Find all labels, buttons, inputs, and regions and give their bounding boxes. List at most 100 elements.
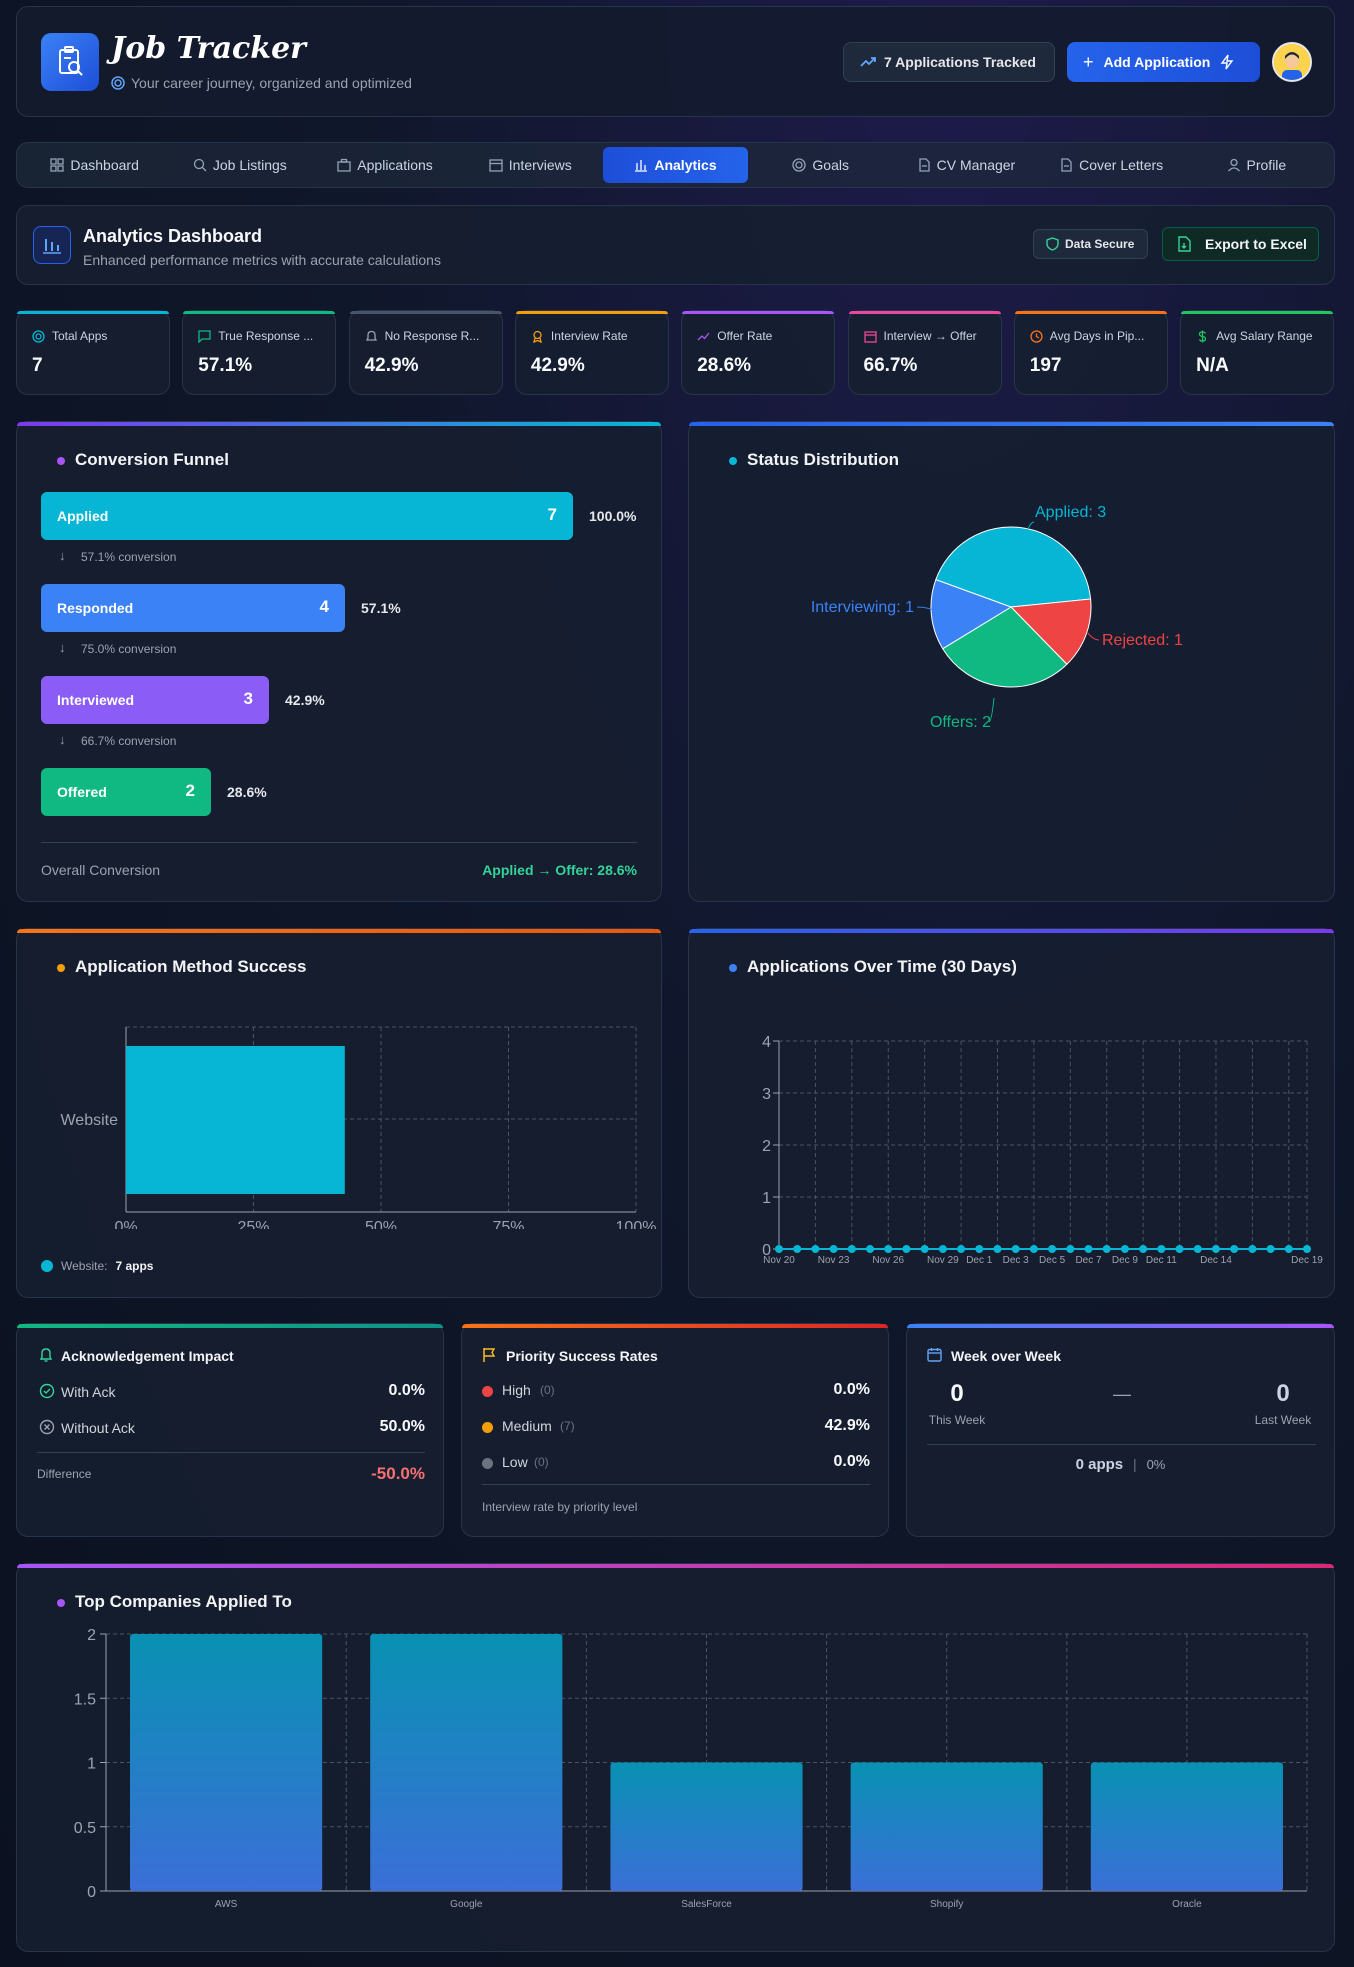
data-point[interactable] [1048,1245,1057,1253]
tracked-badge: 7 Applications Tracked [843,42,1055,82]
x-tick-label: Dec 5 [1039,1255,1066,1266]
shield-icon [1046,237,1059,251]
target-icon [792,158,807,172]
without-ack-value: 50.0% [379,1418,425,1435]
pie-slice[interactable] [935,526,1092,608]
check-circle-icon [39,1383,55,1399]
x-tick-label: Dec 1 [966,1255,993,1266]
data-point[interactable] [1248,1245,1257,1253]
arrow-down-icon: ↓ [59,548,66,563]
stat-label: Interview Rate [550,329,628,343]
x-tick-label: Dec 14 [1200,1255,1232,1266]
data-point[interactable] [993,1245,1002,1253]
nav-tab-cover-letters[interactable]: Cover Letters [1039,147,1184,183]
x-tick-label: 0% [114,1219,137,1229]
x-tick-label: Dec 11 [1146,1255,1177,1266]
data-point[interactable] [1066,1245,1075,1253]
pie-slice[interactable] [1009,598,1092,665]
data-point[interactable] [1084,1245,1093,1253]
data-point[interactable] [938,1245,947,1253]
x-tick-label: 25% [237,1219,269,1229]
method-legend: Website: 7 apps [41,1259,153,1273]
bar-chart-icon [43,239,61,254]
priority-value: 42.9% [824,1417,870,1434]
stat-label: Avg Salary Range [1216,329,1313,343]
data-point[interactable] [847,1245,856,1253]
data-point[interactable] [902,1245,911,1253]
data-point[interactable] [975,1245,984,1253]
data-point[interactable] [1211,1245,1220,1253]
nav-tab-cv-manager[interactable]: CV Manager [893,147,1038,183]
data-point[interactable] [1284,1245,1293,1253]
flag-icon [483,1348,496,1362]
data-point[interactable] [1175,1245,1184,1253]
company-bar[interactable] [130,1634,323,1891]
company-bar[interactable] [610,1762,803,1892]
funnel-conversion: 66.7% conversion [81,734,177,748]
data-point[interactable] [866,1245,875,1253]
calendar-icon [489,159,503,172]
search-icon [193,158,207,172]
x-category-label: Oracle [1172,1899,1202,1910]
stat-value: 66.7% [863,355,918,376]
data-point[interactable] [793,1245,802,1253]
data-point[interactable] [1157,1245,1166,1253]
data-point[interactable] [1139,1245,1148,1253]
pie-slice[interactable] [930,578,1013,650]
tracked-label: 7 Applications Tracked [884,54,1036,70]
nav-tab-analytics[interactable]: Analytics [602,147,749,183]
time-title: Applications Over Time (30 Days) [729,957,1017,977]
x-tick-label: Nov 20 [763,1255,795,1266]
data-point[interactable] [884,1245,893,1253]
data-point[interactable] [920,1245,929,1253]
y-category-label: Website [60,1112,118,1129]
nav-tab-goals[interactable]: Goals [748,147,893,183]
data-point[interactable] [1029,1245,1038,1253]
funnel-stage-count: 4 [319,597,329,616]
nav-tab-job-listings[interactable]: Job Listings [167,147,312,183]
pie-slice[interactable] [942,606,1068,688]
nav-tab-profile[interactable]: Profile [1184,147,1329,183]
stat-value: 57.1% [198,355,253,376]
app-header: Job Tracker Your career journey, organiz… [16,6,1335,117]
method-legend-value: 7 apps [115,1259,154,1273]
data-point[interactable] [775,1245,783,1253]
msg-icon [198,330,211,343]
method-bar[interactable] [126,1046,345,1194]
week-summary: 0 apps | 0% [907,1456,1334,1473]
company-bar[interactable] [1090,1762,1283,1892]
bell-icon [39,1348,53,1362]
method-bar-chart: 0%25%50%75%100%WebsiteInterview Rate [60,1026,656,1229]
data-point[interactable] [1303,1245,1311,1253]
data-point[interactable] [957,1245,966,1253]
x-tick-label: Dec 19 [1291,1255,1323,1266]
data-point[interactable] [1011,1245,1020,1253]
data-point[interactable] [811,1245,820,1253]
data-point[interactable] [1102,1245,1111,1253]
without-ack-label: Without Ack [61,1420,135,1436]
company-bar[interactable] [850,1762,1043,1892]
user-icon [1227,158,1240,172]
data-point[interactable] [1193,1245,1202,1253]
nav-tab-applications[interactable]: Applications [312,147,457,183]
week-apps: 0 apps [1075,1456,1124,1473]
data-point[interactable] [1266,1245,1275,1253]
company-bar[interactable] [370,1634,563,1891]
priority-dot [482,1422,493,1433]
nav-tab-interviews[interactable]: Interviews [458,147,603,183]
data-secure-label: Data Secure [1065,237,1135,251]
nav-tab-label: Dashboard [70,157,139,173]
nav-tab-dashboard[interactable]: Dashboard [22,147,167,183]
data-point[interactable] [1120,1245,1129,1253]
data-point[interactable] [829,1245,838,1253]
data-point[interactable] [1230,1245,1239,1253]
add-application-label: Add Application [1103,54,1211,70]
priority-value: 0.0% [833,1381,870,1398]
y-tick-label: 0 [762,1242,771,1259]
add-application-button[interactable]: + Add Application [1067,42,1260,82]
y-tick-label: 0 [87,1884,96,1901]
pie-leader-line [988,697,995,723]
user-avatar[interactable] [1272,42,1312,82]
export-excel-button[interactable]: Export to Excel [1162,227,1319,261]
time-line-chart: 0 1 2 3 4 Nov 20 Nov 23 Nov 26 Nov 29 Dec 1 Dec 3 D… [762,1034,1323,1266]
